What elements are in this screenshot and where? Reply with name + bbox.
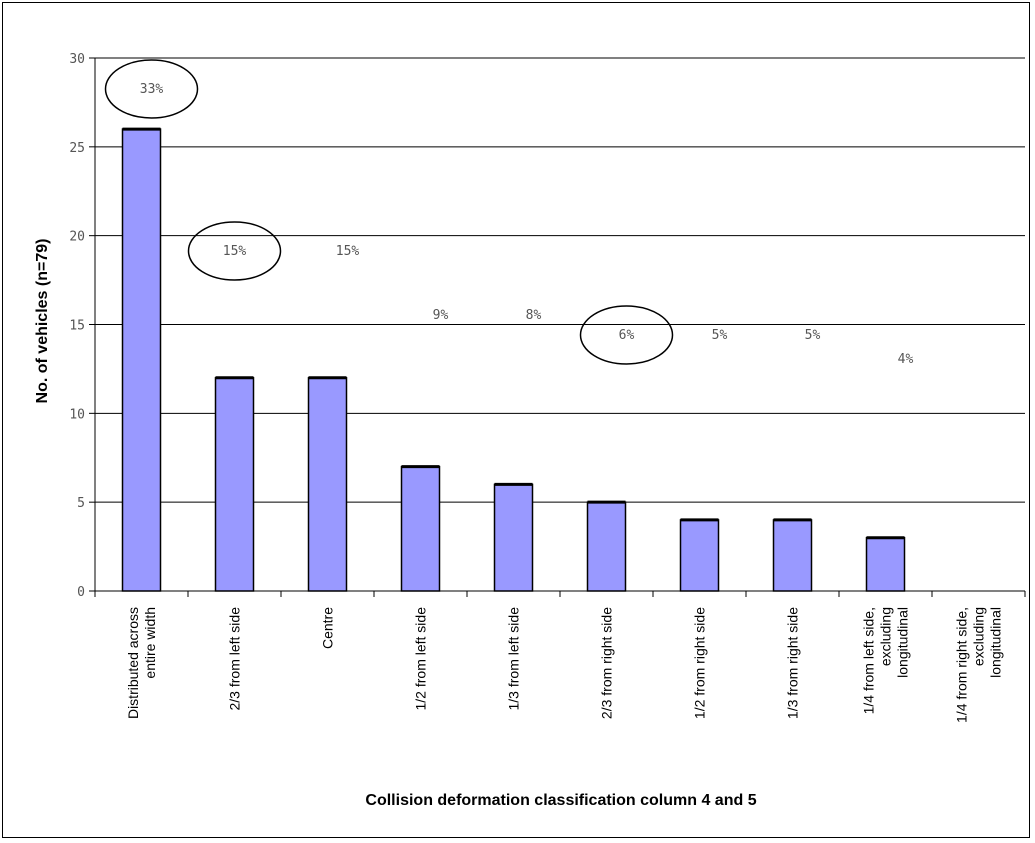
bar xyxy=(772,519,813,592)
category-label: 2/3 from left side xyxy=(227,607,243,711)
category-label: Distributed across xyxy=(125,607,141,719)
axes xyxy=(89,57,1026,597)
percent-label: 5% xyxy=(712,328,728,343)
percent-label: 4% xyxy=(898,352,914,367)
percent-label: 5% xyxy=(805,328,821,343)
percent-label: 15% xyxy=(223,244,247,259)
y-axis-title: No. of vehicles (n=79) xyxy=(34,239,51,404)
category-label: 1/3 from right side xyxy=(785,607,801,719)
y-tick-label: 20 xyxy=(69,230,85,245)
y-tick-label: 10 xyxy=(69,407,85,422)
category-label: 1/4 from right side, xyxy=(954,607,970,723)
percent-label: 9% xyxy=(433,308,449,323)
highlight-circle xyxy=(104,59,199,119)
category-label: Centre xyxy=(320,607,336,649)
category-label: excluding xyxy=(878,607,894,666)
category-label: 1/4 from left side, xyxy=(861,607,877,714)
highlight-circle xyxy=(579,305,674,365)
bar xyxy=(400,465,441,592)
y-tick-label: 30 xyxy=(69,52,85,67)
percent-label: 33% xyxy=(140,82,164,97)
bar xyxy=(121,128,162,592)
category-label: entire width xyxy=(142,607,158,679)
percent-label: 15% xyxy=(336,244,360,259)
highlight-circle xyxy=(187,221,282,281)
bar-chart: 0 5 10 15 20 25 30 33% 15% 15% 9% 8% 6% 5% 5% 4% Distrib… xyxy=(34,52,1026,809)
bar xyxy=(679,519,720,592)
bar xyxy=(586,501,627,592)
y-tick-label: 5 xyxy=(77,496,85,511)
x-axis-title: Collision deformation classification col… xyxy=(365,792,756,809)
category-label: longitudinal xyxy=(895,607,911,678)
bar xyxy=(307,377,348,592)
category-label: 2/3 from right side xyxy=(599,607,615,719)
percent-label: 8% xyxy=(526,308,542,323)
y-tick-label: 0 xyxy=(77,585,85,600)
category-label: longitudinal xyxy=(988,607,1004,678)
percent-label: 6% xyxy=(619,328,635,343)
bars xyxy=(121,127,906,592)
category-label: 1/3 from left side xyxy=(506,607,522,711)
category-label: 1/2 from right side xyxy=(692,607,708,719)
bar xyxy=(214,377,255,592)
bar xyxy=(865,536,906,592)
y-tick-label: 15 xyxy=(69,319,85,334)
y-tick-label: 25 xyxy=(69,141,85,156)
category-label: 1/2 from left side xyxy=(413,607,429,711)
category-label: excluding xyxy=(971,607,987,666)
bar xyxy=(493,483,534,592)
labels: 0 5 10 15 20 25 30 33% 15% 15% 9% 8% 6% 5% 5% 4% Distrib… xyxy=(69,52,1003,723)
